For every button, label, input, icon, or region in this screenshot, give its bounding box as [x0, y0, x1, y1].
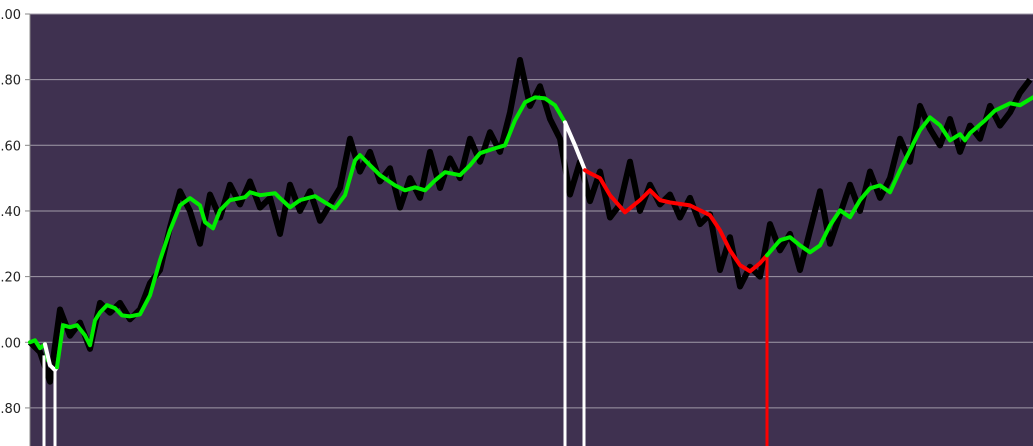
- y-axis-ticks: 2.00 1.80 1.60 1.40 1.20 1.00 0.80: [0, 8, 30, 417]
- y-tick-label: 1.40: [0, 205, 21, 220]
- smoothed-segment-up: [55, 95, 567, 370]
- smoothed-segment-up: [765, 95, 1033, 258]
- smoothed-series: [28, 95, 1033, 373]
- smoothed-segment-down: [583, 168, 769, 274]
- y-tick-label: 2.00: [0, 8, 21, 23]
- y-tick-label: 1.60: [0, 139, 21, 154]
- plot-area: [30, 14, 1033, 446]
- y-tick-label: 1.00: [0, 336, 21, 351]
- vertical-markers: [42, 122, 769, 446]
- y-tick-label: 0.80: [0, 402, 21, 417]
- y-tick-label: 1.80: [0, 74, 21, 89]
- smoothed-segment-neutral: [563, 120, 587, 173]
- gridlines: [30, 13, 1033, 409]
- y-tick-label: 1.20: [0, 271, 21, 286]
